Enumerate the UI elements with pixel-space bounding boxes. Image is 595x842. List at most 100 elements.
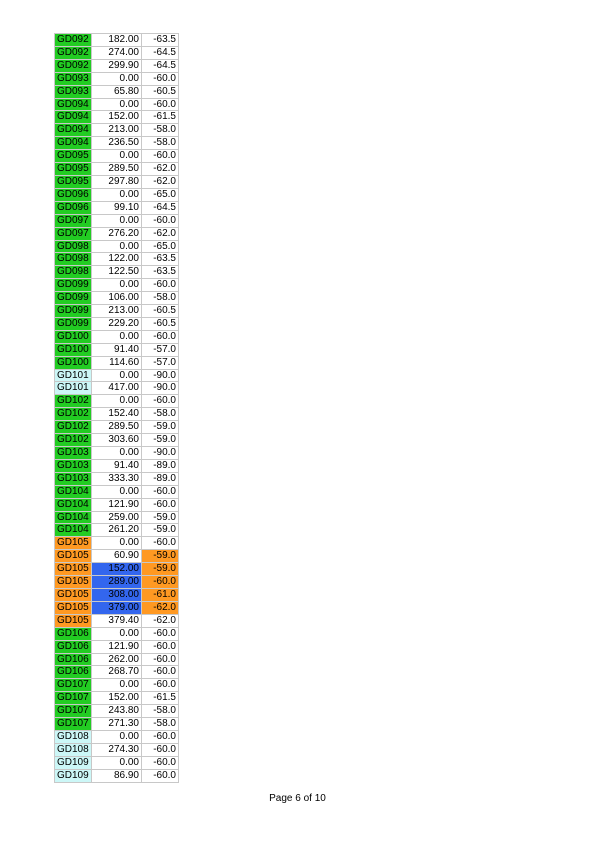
table-row: GD096 0.00 -65.0: [55, 188, 179, 201]
dip-cell: -60.0: [142, 72, 179, 85]
table-row: GD094 0.00 -60.0: [55, 98, 179, 111]
dip-cell: -61.0: [142, 588, 179, 601]
depth-cell: 0.00: [92, 679, 142, 692]
depth-cell: 0.00: [92, 447, 142, 460]
depth-cell: 274.00: [92, 46, 142, 59]
table-row: GD106 262.00 -60.0: [55, 653, 179, 666]
table-row: GD096 99.10 -64.5: [55, 201, 179, 214]
hole-id-cell: GD098: [55, 240, 92, 253]
hole-id-cell: GD104: [55, 485, 92, 498]
depth-cell: 0.00: [92, 98, 142, 111]
table-row: GD094 213.00 -58.0: [55, 124, 179, 137]
dip-cell: -60.0: [142, 98, 179, 111]
dip-cell: -57.0: [142, 356, 179, 369]
depth-cell: 0.00: [92, 756, 142, 769]
hole-id-cell: GD106: [55, 640, 92, 653]
dip-cell: -63.5: [142, 34, 179, 47]
dip-cell: -62.0: [142, 163, 179, 176]
hole-id-cell: GD105: [55, 614, 92, 627]
depth-cell: 0.00: [92, 730, 142, 743]
hole-id-cell: GD093: [55, 72, 92, 85]
depth-cell: 0.00: [92, 330, 142, 343]
dip-cell: -59.0: [142, 524, 179, 537]
page-number: Page 6 of 10: [0, 793, 595, 804]
dip-cell: -59.0: [142, 563, 179, 576]
depth-cell: 0.00: [92, 214, 142, 227]
depth-cell: 152.00: [92, 692, 142, 705]
table-row: GD107 243.80 -58.0: [55, 705, 179, 718]
dip-cell: -58.0: [142, 718, 179, 731]
table-row: GD107 0.00 -60.0: [55, 679, 179, 692]
hole-id-cell: GD102: [55, 421, 92, 434]
table-row: GD109 86.90 -60.0: [55, 769, 179, 782]
table-row: GD104 121.90 -60.0: [55, 498, 179, 511]
hole-id-cell: GD097: [55, 227, 92, 240]
dip-cell: -64.5: [142, 201, 179, 214]
dip-cell: -59.0: [142, 511, 179, 524]
depth-cell: 0.00: [92, 240, 142, 253]
depth-cell: 0.00: [92, 537, 142, 550]
dip-cell: -62.0: [142, 601, 179, 614]
hole-id-cell: GD097: [55, 214, 92, 227]
depth-cell: 121.90: [92, 498, 142, 511]
table-row: GD108 0.00 -60.0: [55, 730, 179, 743]
depth-cell: 0.00: [92, 485, 142, 498]
hole-id-cell: GD107: [55, 679, 92, 692]
dip-cell: -58.0: [142, 124, 179, 137]
depth-cell: 0.00: [92, 150, 142, 163]
table-row: GD099 0.00 -60.0: [55, 279, 179, 292]
hole-id-cell: GD103: [55, 459, 92, 472]
depth-cell: 0.00: [92, 395, 142, 408]
table-row: GD105 289.00 -60.0: [55, 576, 179, 589]
depth-cell: 299.90: [92, 59, 142, 72]
table-row: GD106 268.70 -60.0: [55, 666, 179, 679]
hole-id-cell: GD099: [55, 305, 92, 318]
hole-id-cell: GD106: [55, 653, 92, 666]
depth-cell: 243.80: [92, 705, 142, 718]
depth-cell: 297.80: [92, 175, 142, 188]
hole-id-cell: GD099: [55, 279, 92, 292]
table-row: GD105 379.00 -62.0: [55, 601, 179, 614]
table-row: GD104 0.00 -60.0: [55, 485, 179, 498]
hole-id-cell: GD108: [55, 730, 92, 743]
depth-cell: 289.00: [92, 576, 142, 589]
depth-cell: 289.50: [92, 421, 142, 434]
hole-id-cell: GD107: [55, 705, 92, 718]
depth-cell: 152.00: [92, 563, 142, 576]
hole-id-cell: GD104: [55, 524, 92, 537]
table-row: GD100 91.40 -57.0: [55, 343, 179, 356]
table-row: GD093 0.00 -60.0: [55, 72, 179, 85]
depth-cell: 308.00: [92, 588, 142, 601]
depth-cell: 60.90: [92, 550, 142, 563]
table-row: GD100 114.60 -57.0: [55, 356, 179, 369]
table-row: GD108 274.30 -60.0: [55, 743, 179, 756]
survey-table-body: GD092 182.00 -63.5 GD092 274.00 -64.5 GD092 299…: [55, 34, 179, 783]
dip-cell: -62.0: [142, 175, 179, 188]
hole-id-cell: GD105: [55, 576, 92, 589]
dip-cell: -63.5: [142, 266, 179, 279]
hole-id-cell: GD107: [55, 692, 92, 705]
depth-cell: 182.00: [92, 34, 142, 47]
table-row: GD094 236.50 -58.0: [55, 137, 179, 150]
dip-cell: -60.5: [142, 317, 179, 330]
hole-id-cell: GD094: [55, 137, 92, 150]
depth-cell: 213.00: [92, 305, 142, 318]
hole-id-cell: GD105: [55, 563, 92, 576]
hole-id-cell: GD094: [55, 111, 92, 124]
table-row: GD098 122.00 -63.5: [55, 253, 179, 266]
dip-cell: -89.0: [142, 459, 179, 472]
hole-id-cell: GD095: [55, 163, 92, 176]
table-row: GD098 122.50 -63.5: [55, 266, 179, 279]
table-row: GD103 91.40 -89.0: [55, 459, 179, 472]
hole-id-cell: GD104: [55, 511, 92, 524]
dip-cell: -89.0: [142, 472, 179, 485]
hole-id-cell: GD100: [55, 356, 92, 369]
dip-cell: -60.0: [142, 743, 179, 756]
hole-id-cell: GD095: [55, 150, 92, 163]
dip-cell: -60.0: [142, 330, 179, 343]
depth-cell: 91.40: [92, 343, 142, 356]
hole-id-cell: GD096: [55, 201, 92, 214]
table-row: GD092 299.90 -64.5: [55, 59, 179, 72]
dip-cell: -59.0: [142, 421, 179, 434]
table-row: GD100 0.00 -60.0: [55, 330, 179, 343]
